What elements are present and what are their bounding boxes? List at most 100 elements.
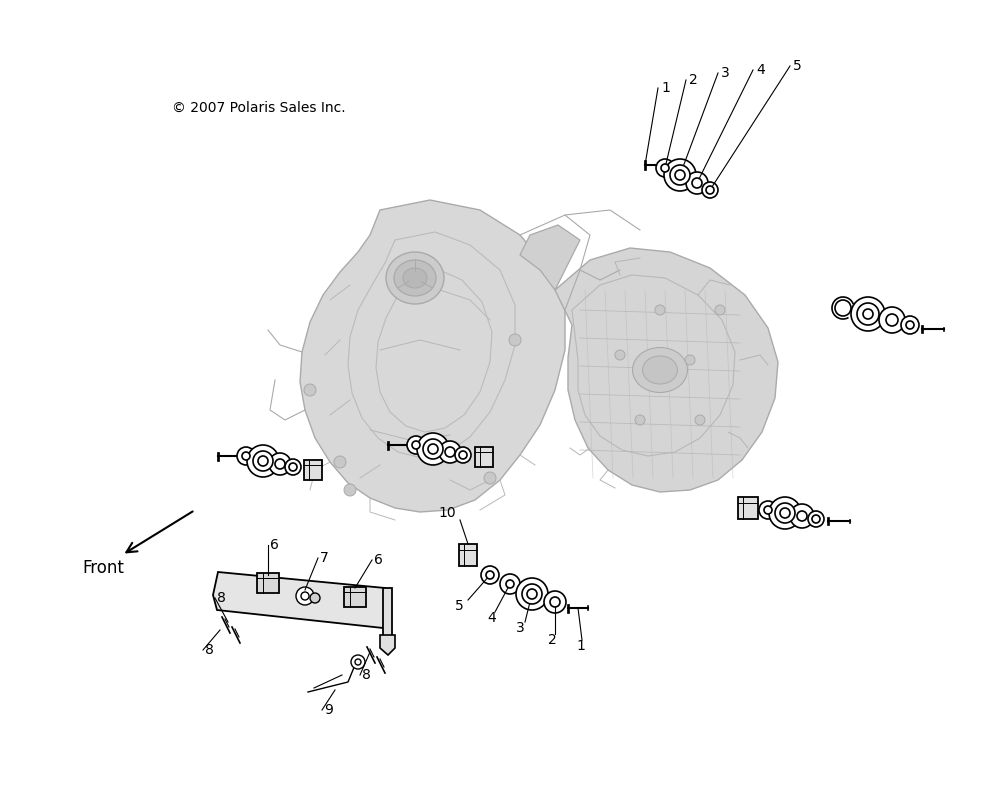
Circle shape — [516, 578, 548, 610]
Circle shape — [685, 355, 695, 365]
Circle shape — [445, 447, 455, 457]
Circle shape — [459, 451, 467, 459]
Circle shape — [808, 511, 824, 527]
Circle shape — [509, 334, 521, 346]
Polygon shape — [380, 635, 395, 655]
Text: 4: 4 — [756, 63, 765, 77]
Circle shape — [797, 511, 807, 521]
Bar — [738, 497, 758, 519]
Circle shape — [412, 441, 420, 449]
Circle shape — [506, 580, 514, 588]
Circle shape — [522, 584, 542, 604]
Circle shape — [670, 165, 690, 185]
Circle shape — [486, 571, 494, 579]
Ellipse shape — [633, 347, 688, 393]
Text: 7: 7 — [320, 551, 329, 565]
Circle shape — [428, 444, 438, 454]
Circle shape — [439, 441, 461, 463]
Circle shape — [296, 587, 314, 605]
Circle shape — [242, 452, 250, 460]
Bar — [344, 587, 366, 607]
Circle shape — [661, 164, 669, 172]
Text: 3: 3 — [516, 621, 525, 635]
Circle shape — [812, 515, 820, 523]
Circle shape — [417, 433, 449, 465]
Circle shape — [310, 593, 320, 603]
Circle shape — [289, 463, 297, 471]
Circle shape — [759, 501, 777, 519]
Text: 6: 6 — [374, 553, 383, 567]
Circle shape — [675, 170, 685, 180]
Polygon shape — [213, 572, 390, 628]
Polygon shape — [520, 225, 580, 290]
Circle shape — [544, 591, 566, 613]
Bar — [459, 544, 477, 566]
Circle shape — [886, 314, 898, 326]
Circle shape — [686, 172, 708, 194]
Ellipse shape — [642, 356, 678, 384]
Circle shape — [334, 456, 346, 468]
Circle shape — [664, 159, 696, 191]
Text: 5: 5 — [455, 599, 464, 613]
Circle shape — [769, 497, 801, 529]
Text: 2: 2 — [548, 633, 557, 647]
Circle shape — [500, 574, 520, 594]
Text: 10: 10 — [438, 506, 456, 520]
Circle shape — [863, 309, 873, 319]
Circle shape — [764, 506, 772, 514]
Circle shape — [355, 659, 361, 665]
Circle shape — [655, 305, 665, 315]
Circle shape — [692, 178, 702, 188]
Circle shape — [851, 297, 885, 331]
Ellipse shape — [386, 252, 444, 304]
Text: 1: 1 — [576, 639, 585, 653]
Polygon shape — [383, 588, 392, 640]
Circle shape — [702, 182, 718, 198]
Polygon shape — [300, 200, 565, 512]
Circle shape — [258, 456, 268, 466]
Circle shape — [407, 436, 425, 454]
Bar — [257, 573, 279, 593]
Circle shape — [857, 303, 879, 325]
Circle shape — [527, 589, 537, 599]
Circle shape — [253, 451, 273, 471]
Circle shape — [706, 186, 714, 194]
Text: 6: 6 — [270, 538, 279, 552]
Text: 4: 4 — [487, 611, 496, 625]
Circle shape — [635, 415, 645, 425]
Circle shape — [237, 447, 255, 465]
Circle shape — [484, 472, 496, 484]
Circle shape — [715, 305, 725, 315]
Circle shape — [615, 350, 625, 360]
Circle shape — [423, 439, 443, 459]
Circle shape — [780, 508, 790, 518]
Ellipse shape — [403, 268, 427, 288]
Circle shape — [269, 453, 291, 475]
Text: 8: 8 — [205, 643, 214, 657]
Circle shape — [351, 655, 365, 669]
Circle shape — [301, 592, 309, 600]
Circle shape — [906, 321, 914, 329]
Circle shape — [344, 484, 356, 496]
Text: 1: 1 — [661, 81, 670, 95]
Circle shape — [879, 307, 905, 333]
Circle shape — [901, 316, 919, 334]
Circle shape — [247, 445, 279, 477]
Circle shape — [455, 447, 471, 463]
Text: Front: Front — [82, 559, 124, 577]
Circle shape — [695, 415, 705, 425]
Circle shape — [481, 566, 499, 584]
Text: 9: 9 — [324, 703, 333, 717]
Circle shape — [275, 459, 285, 469]
Text: 8: 8 — [217, 591, 226, 605]
Circle shape — [550, 597, 560, 607]
Circle shape — [790, 504, 814, 528]
Text: 2: 2 — [689, 73, 698, 87]
Text: 3: 3 — [721, 66, 730, 80]
Bar — [304, 460, 322, 480]
Circle shape — [304, 384, 316, 396]
Text: © 2007 Polaris Sales Inc.: © 2007 Polaris Sales Inc. — [172, 101, 346, 115]
Ellipse shape — [394, 260, 436, 296]
Circle shape — [656, 159, 674, 177]
Text: 5: 5 — [793, 59, 802, 73]
